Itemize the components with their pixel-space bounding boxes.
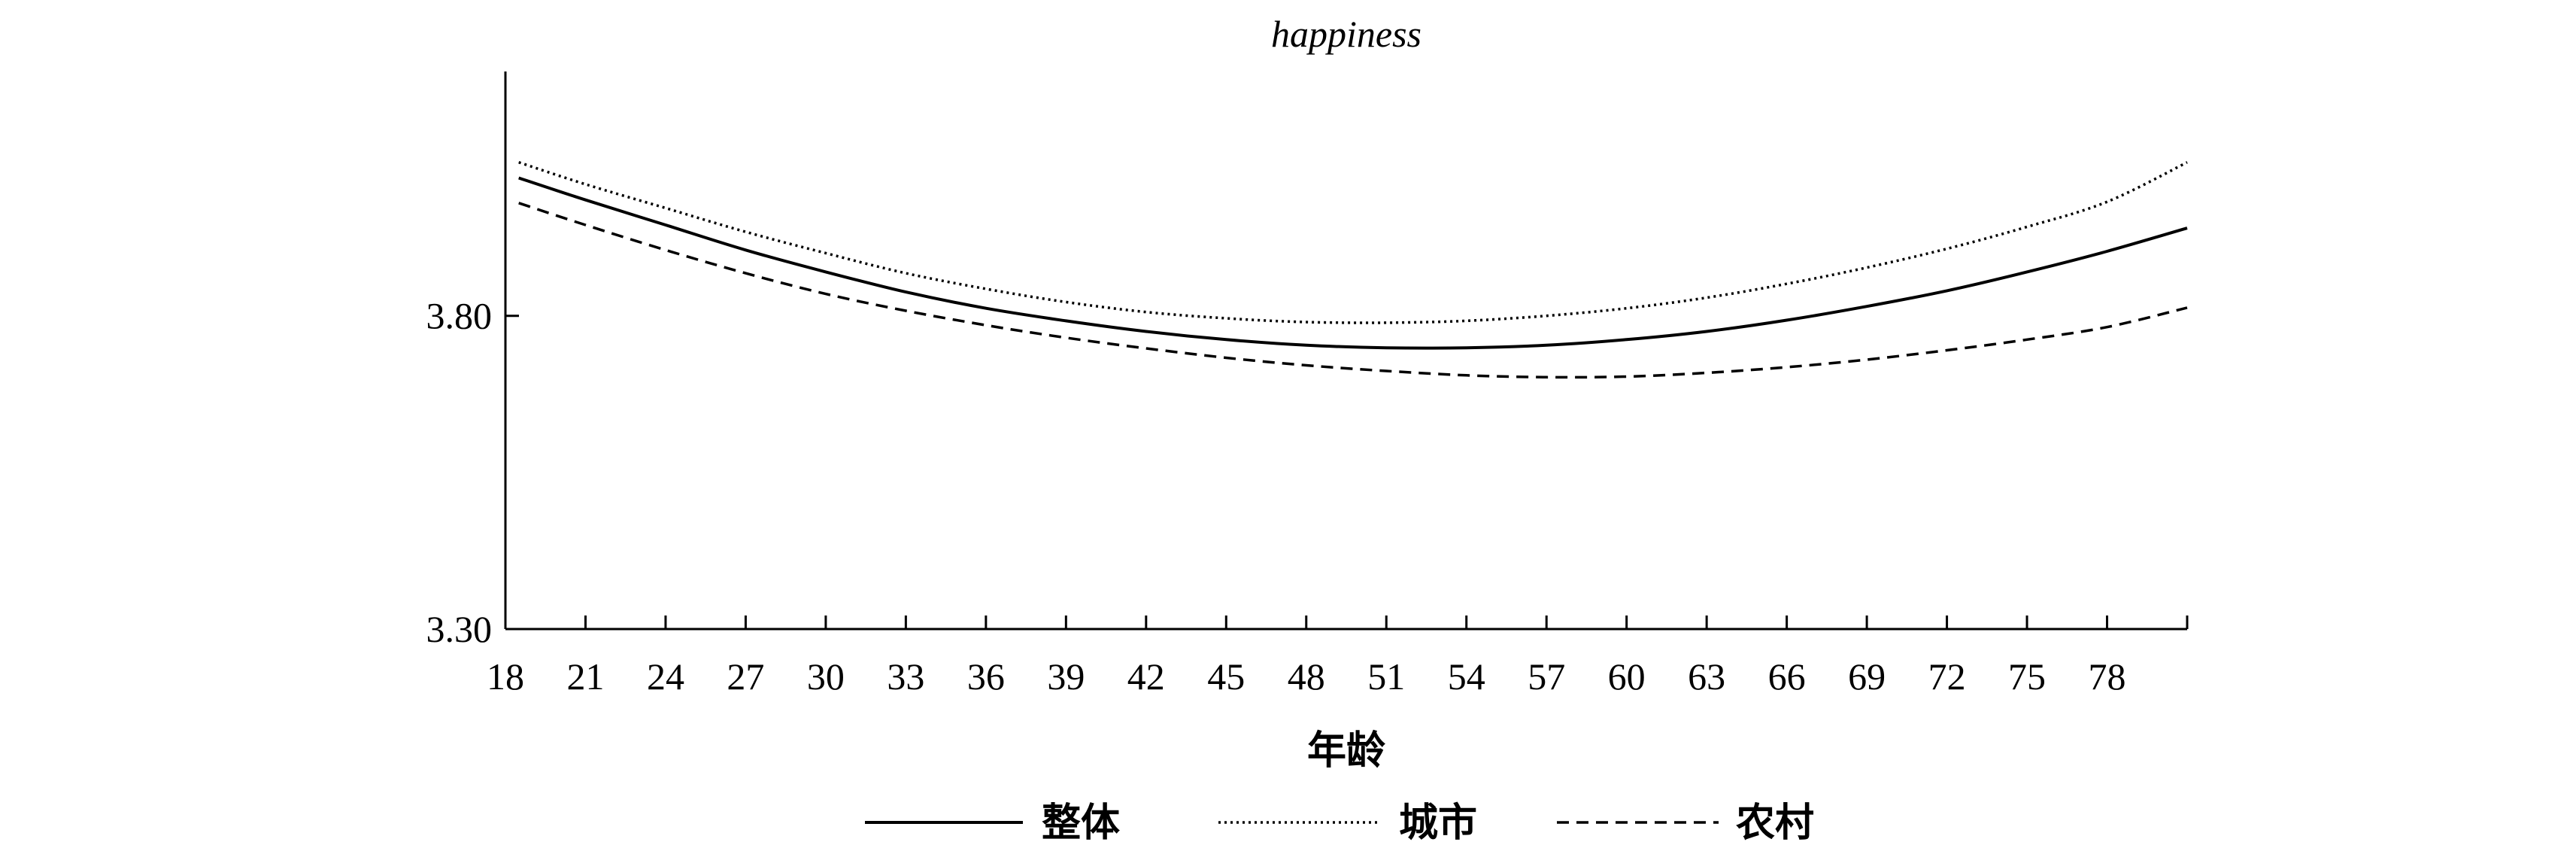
x-tick-label: 78 [2089, 655, 2126, 698]
y-tick-label: 3.30 [426, 608, 493, 650]
x-tick-label: 39 [1047, 655, 1085, 698]
x-tick-label: 60 [1608, 655, 1646, 698]
legend-label-1: 整体 [1042, 801, 1120, 845]
x-tick-label: 30 [807, 655, 845, 698]
x-tick-label: 42 [1127, 655, 1165, 698]
x-tick-label: 69 [1848, 655, 1886, 698]
x-tick-label: 33 [887, 655, 924, 698]
plot-area: 3.30 3.80 18 21 24 27 30 33 36 39 42 45 48 51 54 57 60 63… [426, 71, 2189, 698]
x-tick-label: 27 [727, 655, 764, 698]
legend-label-3: 农村 [1736, 801, 1814, 845]
x-tick-label: 51 [1367, 655, 1405, 698]
x-tick-label: 45 [1207, 655, 1245, 698]
series-line-2 [518, 161, 2188, 324]
y-tick-label: 3.80 [426, 295, 493, 337]
x-tick-label: 24 [647, 655, 684, 698]
x-tick-label: 21 [566, 655, 604, 698]
x-tick-label: 72 [1928, 655, 1966, 698]
x-tick-label: 36 [967, 655, 1005, 698]
series-line-1 [518, 176, 2188, 350]
x-tick-label: 57 [1528, 655, 1565, 698]
x-tick-label: 63 [1688, 655, 1725, 698]
x-axis-title: 年龄 [1307, 728, 1385, 774]
series-line-3 [518, 202, 2188, 379]
x-tick-label: 18 [487, 655, 524, 698]
x-tick-label: 54 [1448, 655, 1485, 698]
x-tick-label: 66 [1768, 655, 1806, 698]
chart-title: happiness [1271, 13, 1422, 55]
legend-label-2: 城市 [1399, 801, 1477, 845]
legend: 整体 城市 农村 [865, 801, 1814, 845]
x-tick-label: 48 [1288, 655, 1325, 698]
x-tick-label: 75 [2008, 655, 2046, 698]
